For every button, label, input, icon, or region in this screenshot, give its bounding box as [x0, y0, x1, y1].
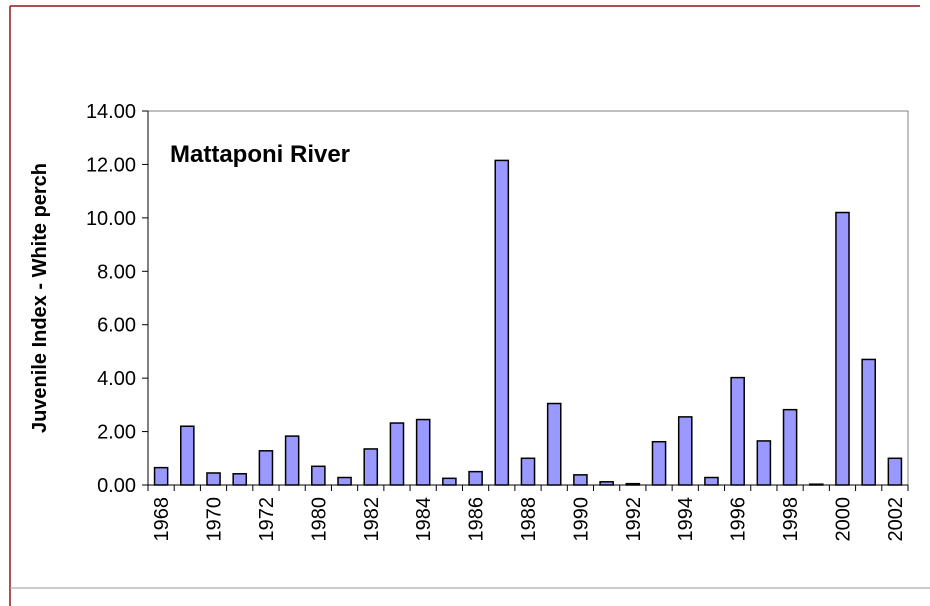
bar	[625, 482, 641, 486]
bar	[442, 477, 457, 486]
bar	[704, 476, 719, 486]
x-tick-label: 1980	[308, 497, 330, 542]
bar	[599, 481, 614, 486]
y-tick-label: 14.00	[86, 101, 136, 123]
bar	[206, 472, 221, 486]
bar	[756, 440, 772, 486]
bar	[887, 457, 903, 486]
x-tick-label: 1986	[466, 497, 488, 542]
x-tick-label: 1992	[623, 497, 645, 542]
bar	[651, 440, 667, 486]
x-tick-label: 1982	[361, 497, 383, 542]
bar	[232, 473, 248, 486]
bar	[284, 435, 300, 486]
x-tick-label: 1984	[413, 497, 435, 542]
x-tick-label: 1998	[780, 497, 802, 542]
bar	[153, 466, 169, 486]
x-tick-label: 1994	[675, 497, 697, 542]
bar	[415, 418, 431, 486]
bar	[861, 358, 876, 486]
bar	[337, 476, 352, 486]
x-tick-label: 2002	[885, 497, 907, 542]
bar	[258, 450, 274, 486]
chart-title: Mattaponi River	[170, 141, 350, 168]
bar	[782, 408, 798, 486]
y-tick-label: 0.00	[97, 475, 136, 497]
x-tick-label: 1988	[518, 497, 540, 542]
bar	[573, 474, 588, 486]
x-tick-label: 1996	[728, 497, 750, 542]
x-tick-label: 1990	[570, 497, 592, 542]
y-tick-label: 2.00	[97, 422, 136, 444]
bar	[311, 465, 326, 486]
bar	[808, 483, 824, 486]
bar	[520, 457, 536, 486]
y-tick-label: 12.00	[86, 154, 136, 176]
bar	[180, 425, 195, 486]
bar	[494, 159, 510, 486]
y-tick-label: 6.00	[97, 315, 136, 337]
x-tick-label: 1970	[204, 497, 226, 542]
bar	[389, 422, 405, 486]
bar	[546, 402, 562, 486]
bar	[835, 211, 850, 486]
x-tick-label: 1968	[151, 497, 173, 542]
y-axis-label: Juvenile Index - White perch	[29, 163, 51, 433]
bar	[468, 470, 483, 486]
x-tick-label: 1972	[256, 497, 278, 542]
y-tick-label: 4.00	[97, 368, 136, 390]
y-tick-label: 10.00	[86, 208, 136, 230]
x-tick-label: 2000	[832, 497, 854, 542]
bar	[363, 448, 379, 486]
bar	[730, 376, 745, 486]
bar	[677, 416, 693, 486]
y-tick-label: 8.00	[97, 261, 136, 283]
